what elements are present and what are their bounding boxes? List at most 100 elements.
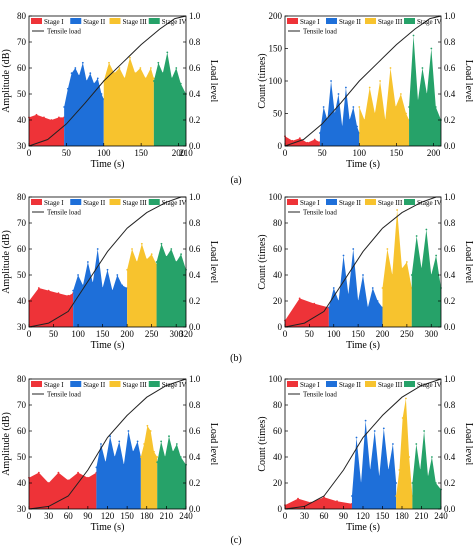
- y2-tick-label: 0.8: [189, 218, 201, 228]
- data-point: [396, 209, 399, 211]
- data-point: [160, 242, 163, 245]
- data-point: [387, 469, 390, 471]
- data-point: [395, 495, 398, 497]
- data-point: [50, 119, 53, 121]
- data-point: [395, 482, 398, 484]
- legend-swatch-stage-iv: [404, 381, 415, 387]
- data-point: [322, 106, 325, 108]
- series-area-stage-i: [29, 114, 65, 146]
- legend-swatch-stage-i: [287, 199, 298, 205]
- legend: Stage I Stage II Stage III Stage IV Tensile …: [287, 18, 442, 36]
- series-area-stage-iv: [157, 436, 186, 509]
- data-point: [89, 72, 92, 75]
- y2-axis-label: Load level: [208, 60, 219, 103]
- data-point: [376, 300, 379, 302]
- series-area-stage-ii: [351, 420, 397, 509]
- data-point: [291, 139, 294, 142]
- data-point: [143, 443, 146, 445]
- y2-tick-label: 1.0: [444, 374, 456, 384]
- data-point: [157, 61, 160, 64]
- data-point: [384, 119, 387, 121]
- data-point: [170, 248, 173, 250]
- data-point: [136, 261, 138, 263]
- x-axis-label: Time (s): [91, 159, 125, 170]
- x-tick-label: 150: [134, 148, 148, 158]
- y-tick-label: 30: [17, 322, 27, 332]
- data-point: [91, 281, 94, 284]
- legend-swatch-stage-iv: [404, 199, 415, 205]
- data-point: [165, 255, 168, 258]
- y-tick-label: 70: [17, 37, 27, 47]
- data-point: [313, 138, 316, 141]
- data-point: [430, 274, 433, 276]
- y-tick-label: 80: [273, 400, 283, 410]
- data-point: [326, 119, 329, 121]
- tensile-load-line: [284, 15, 442, 147]
- tensile-load-line: [284, 196, 441, 328]
- series-area-stage-iii: [396, 398, 413, 509]
- y2-axis-label: Load level: [463, 241, 473, 284]
- y2-tick-label: 0.6: [444, 244, 456, 254]
- data-point: [401, 417, 404, 419]
- legend-swatch-stage-iv: [148, 381, 160, 387]
- data-point: [126, 268, 129, 271]
- x-tick-label: 200: [172, 148, 186, 158]
- data-point: [166, 51, 169, 54]
- data-point: [360, 482, 362, 484]
- data-point: [327, 306, 330, 309]
- panel-label-a: (a): [230, 175, 241, 186]
- y2-tick-label: 0.2: [189, 296, 200, 306]
- y2-tick-label: 1.0: [189, 374, 201, 384]
- legend-label: Stage III: [378, 199, 403, 207]
- x-tick-label: 50: [318, 148, 328, 158]
- legend-label: Stage III: [378, 18, 403, 26]
- data-point: [417, 99, 419, 102]
- y-tick-label: 60: [17, 426, 27, 436]
- y-tick-label: 40: [17, 115, 27, 125]
- x-tick-label: 0: [27, 148, 32, 158]
- legend-label: Tensile load: [47, 209, 81, 217]
- legend-swatch-stage-ii: [70, 18, 82, 24]
- data-point: [394, 106, 397, 108]
- plot-frame: [28, 196, 187, 328]
- series-area-stage-iv: [411, 229, 441, 327]
- series-area-stage-iv: [412, 431, 441, 509]
- x-tick-label: 0: [27, 511, 32, 521]
- data-point: [341, 125, 344, 128]
- data-point: [386, 248, 389, 250]
- panel-label-c: (c): [230, 535, 241, 546]
- x-tick-label: 100: [71, 329, 85, 339]
- x-tick-label: 30: [44, 511, 54, 521]
- y2-tick-label: 0.8: [444, 400, 456, 410]
- x-tick-label: 210: [179, 148, 193, 158]
- data-point: [373, 430, 376, 432]
- data-point: [47, 289, 50, 292]
- data-point: [164, 456, 166, 458]
- x-tick-label: 30: [300, 511, 310, 521]
- legend-label: Stage IV: [162, 199, 187, 207]
- legend: Stage I Stage II Stage III Stage IV Tensile …: [31, 381, 186, 399]
- legend-label: Stage IV: [162, 18, 187, 26]
- panel-label-b: (b): [230, 353, 242, 364]
- data-point: [74, 67, 77, 69]
- legend-swatch-stage-ii: [70, 381, 82, 387]
- data-point: [106, 268, 109, 271]
- x-tick-label: 0: [283, 148, 288, 158]
- y-tick-label: 60: [273, 426, 283, 436]
- y-tick-label: 80: [17, 374, 27, 384]
- legend-swatch-stage-iv: [148, 199, 160, 205]
- data-point: [401, 267, 403, 270]
- series-area-stage-ii: [319, 81, 360, 146]
- legend-label: Tensile load: [47, 391, 81, 399]
- data-point: [408, 456, 411, 458]
- y2-tick-label: 0.8: [444, 218, 456, 228]
- data-point: [139, 67, 142, 69]
- x-axis-label: Time (s): [91, 522, 125, 533]
- y2-axis-label: Load level: [208, 241, 219, 284]
- data-point: [113, 456, 116, 458]
- data-point: [100, 93, 103, 95]
- series-area-stage-iv: [153, 52, 186, 146]
- data-point: [139, 456, 142, 458]
- data-point: [131, 248, 133, 250]
- data-point: [297, 497, 299, 500]
